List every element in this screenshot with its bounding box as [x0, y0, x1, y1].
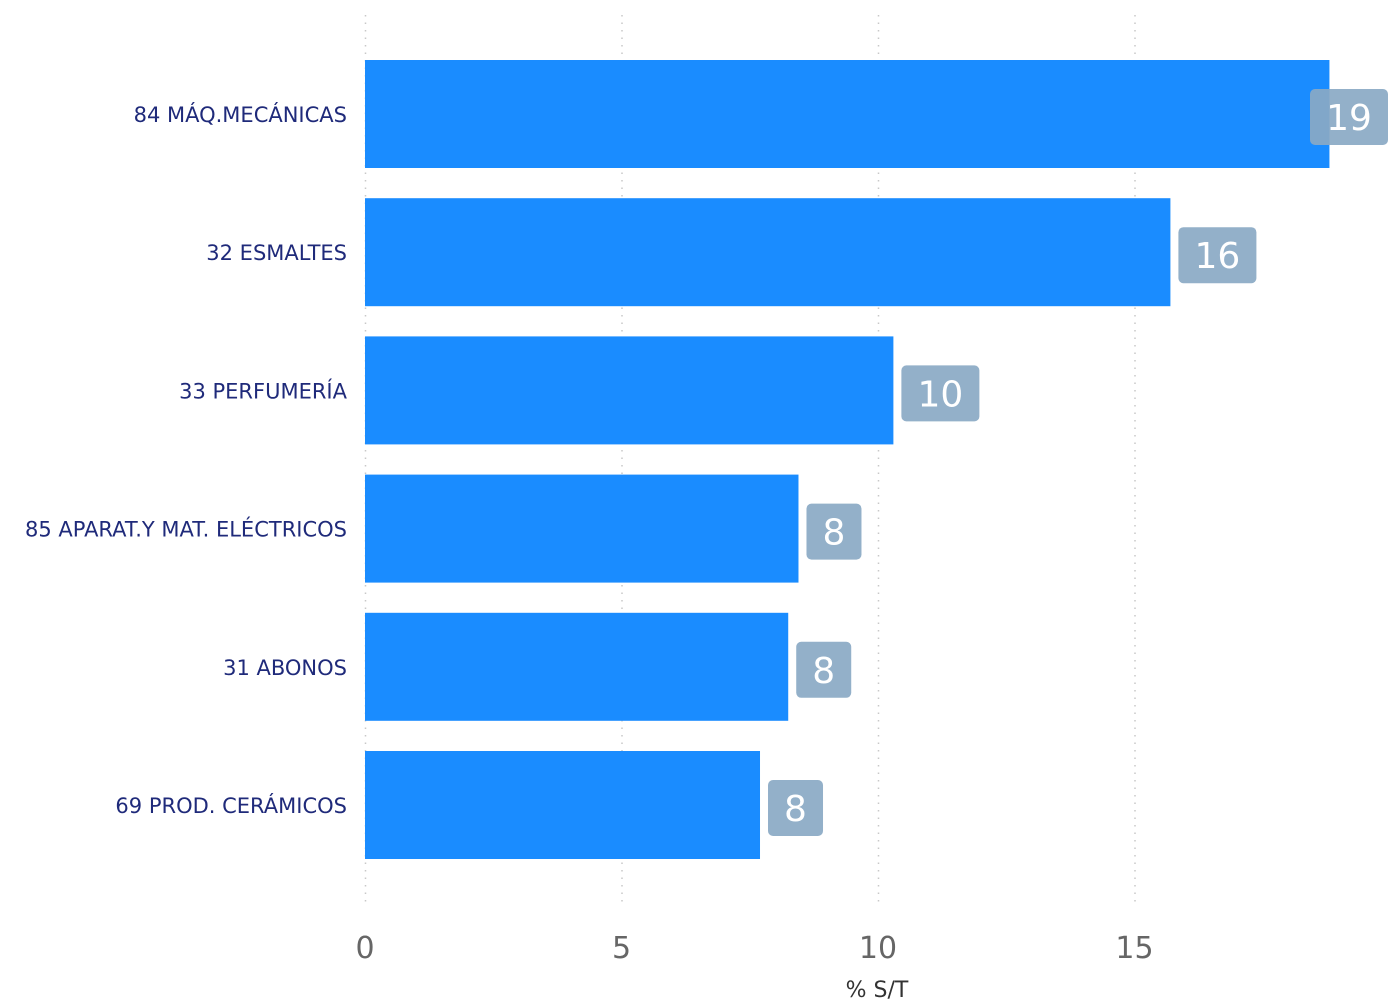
category-label: 84 MÁQ.MECÁNICAS	[134, 102, 347, 127]
category-label: 33 PERFUMERÍA	[179, 378, 348, 403]
bar	[365, 612, 789, 721]
value-label-box	[768, 780, 824, 836]
x-tick-label: 10	[859, 931, 897, 966]
value-labels: 19 16 10 8 8 8	[768, 89, 1388, 836]
bar	[365, 60, 1330, 168]
value-label-box	[796, 641, 852, 698]
category-label: 69 PROD. CERÁMICOS	[115, 793, 347, 818]
x-tick-label: 0	[355, 931, 374, 966]
value-label: 8	[784, 789, 807, 830]
value-label: 16	[1195, 236, 1241, 277]
category-label: 31 ABONOS	[223, 656, 347, 680]
x-axis-ticks: 0 5 10 15	[355, 931, 1153, 966]
value-label: 8	[823, 513, 846, 554]
value-label-box	[1310, 89, 1388, 145]
value-label: 19	[1326, 98, 1372, 139]
bar	[365, 474, 799, 583]
x-tick-label: 15	[1115, 931, 1153, 966]
bar	[365, 751, 761, 859]
value-label-box	[1178, 227, 1257, 284]
value-label-box	[806, 503, 862, 560]
x-axis-title: % S/T	[846, 978, 909, 1002]
value-label-box	[901, 365, 980, 422]
bar	[365, 198, 1171, 307]
category-label: 85 APARAT.Y MAT. ELÉCTRICOS	[25, 517, 347, 542]
bar	[365, 336, 894, 445]
category-label: 32 ESMALTES	[206, 241, 347, 265]
category-labels: 84 MÁQ.MECÁNICAS 32 ESMALTES 33 PERFUMERÍA…	[25, 102, 348, 818]
bars-group	[365, 60, 1330, 859]
x-tick-label: 5	[612, 931, 631, 966]
value-label: 10	[917, 374, 963, 415]
value-label: 8	[812, 651, 835, 692]
